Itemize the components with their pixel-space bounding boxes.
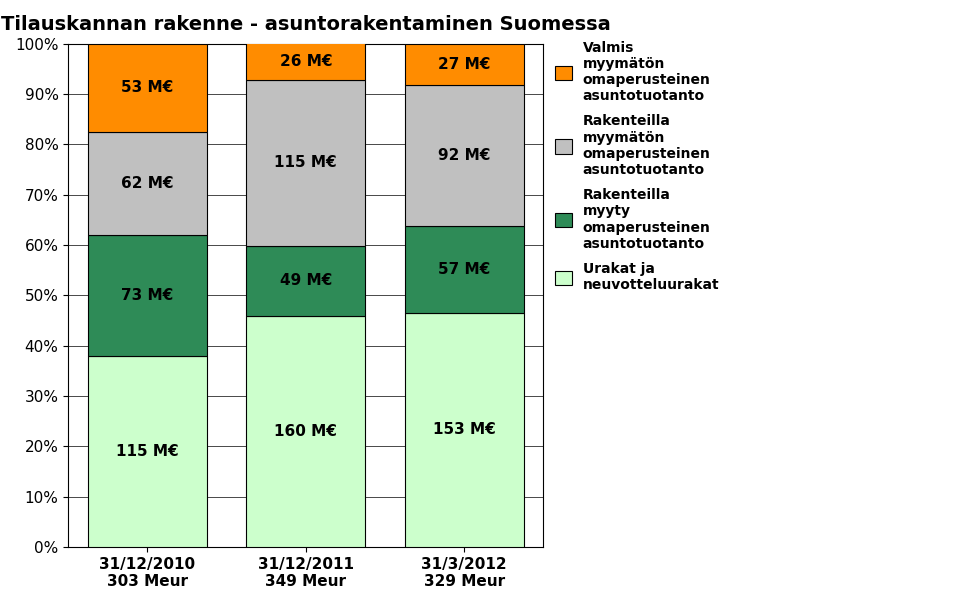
Title: Tilauskannan rakenne - asuntorakentaminen Suomessa: Tilauskannan rakenne - asuntorakentamine… [1, 15, 610, 34]
Bar [246, 42, 364, 80]
Bar [88, 356, 206, 547]
Text: 73 M€: 73 M€ [121, 288, 173, 303]
Bar [246, 316, 364, 547]
Bar [88, 132, 206, 235]
Bar [404, 226, 523, 313]
Bar [404, 313, 523, 547]
Text: 160 M€: 160 M€ [274, 424, 337, 439]
Bar [246, 80, 364, 246]
Text: 92 M€: 92 M€ [438, 148, 490, 163]
Bar [88, 235, 206, 356]
Text: 115 M€: 115 M€ [274, 155, 337, 170]
Bar [88, 44, 206, 132]
Bar [404, 85, 523, 226]
Text: 115 M€: 115 M€ [116, 444, 178, 459]
Text: 153 M€: 153 M€ [432, 422, 495, 437]
Text: 27 M€: 27 M€ [438, 57, 490, 72]
Text: 62 M€: 62 M€ [121, 176, 173, 191]
Bar [246, 246, 364, 316]
Legend: Valmis
myymätön
omaperusteinen
asuntotuotanto, Rakenteilla
myymätön
omaperustein: Valmis myymätön omaperusteinen asuntotuo… [554, 41, 719, 292]
Text: 26 M€: 26 M€ [279, 54, 331, 69]
Text: 57 M€: 57 M€ [438, 262, 489, 277]
Text: 53 M€: 53 M€ [121, 80, 173, 95]
Bar [404, 44, 523, 85]
Text: 49 M€: 49 M€ [279, 274, 331, 289]
